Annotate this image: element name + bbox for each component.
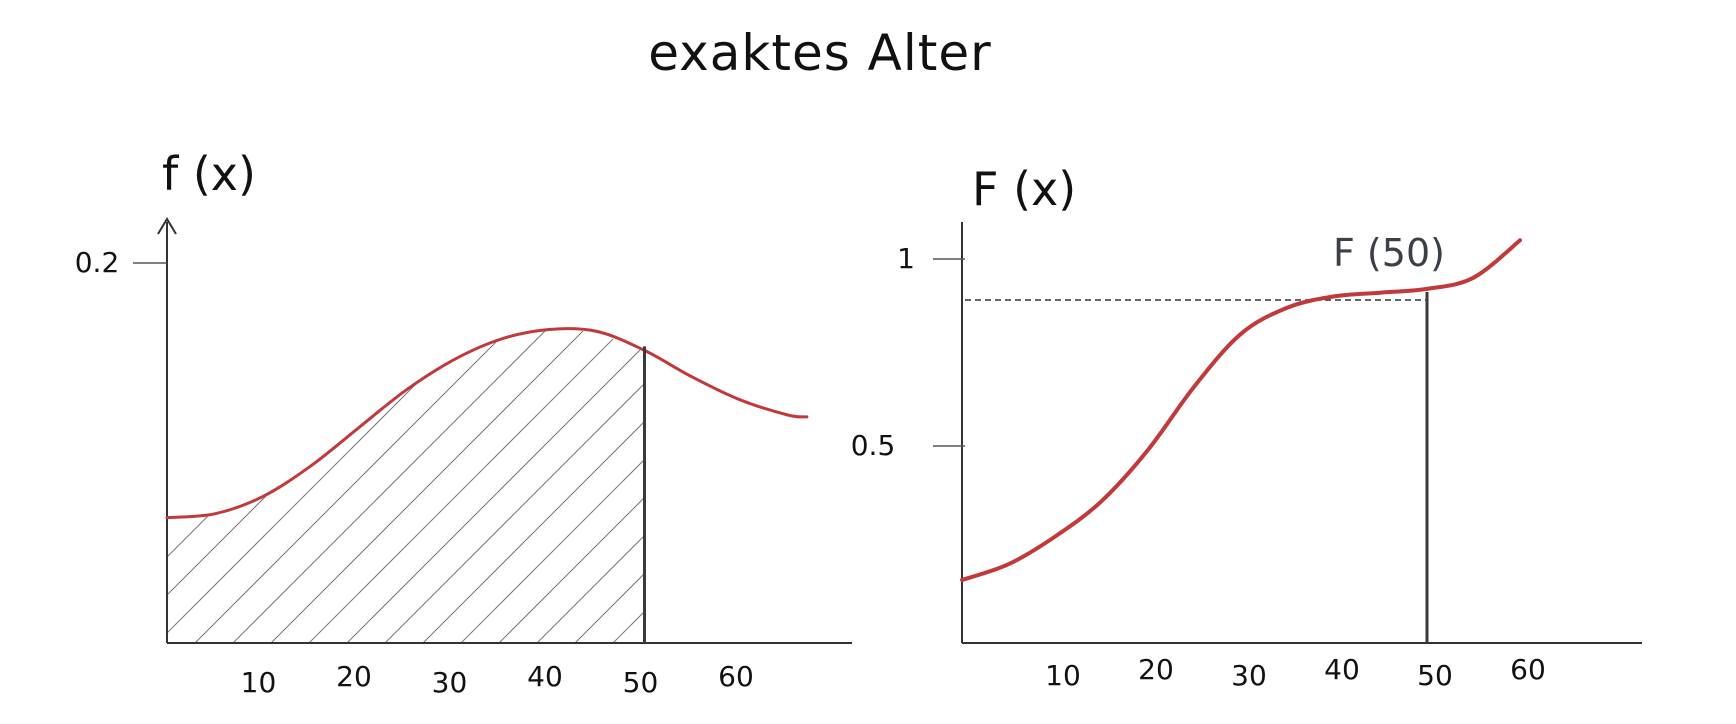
x-tick-label: 40 xyxy=(527,660,563,693)
density-label: f (x) xyxy=(162,147,256,201)
hatch-line xyxy=(574,573,645,644)
shaded-area xyxy=(166,330,645,644)
hatch-line xyxy=(612,611,645,644)
hatch-line xyxy=(346,349,641,644)
hatch-line xyxy=(422,421,645,644)
x-tick-label: 30 xyxy=(1231,659,1267,692)
hatch-line xyxy=(308,338,614,644)
x-tick-label: 20 xyxy=(336,660,372,693)
hatch-line xyxy=(166,514,210,558)
x-tick-label: 50 xyxy=(1417,659,1453,692)
x-tick-label: 20 xyxy=(1138,653,1174,686)
density-curve xyxy=(165,327,809,520)
cdf-curve xyxy=(960,238,1522,582)
figure-title: exaktes Alter xyxy=(648,24,991,82)
x-tick-label: 50 xyxy=(623,666,659,699)
y-axis-arrow-left xyxy=(157,217,177,235)
x-tick-label: 10 xyxy=(1045,659,1081,692)
x-tick-label: 40 xyxy=(1324,653,1360,686)
cdf-label: F (x) xyxy=(972,162,1076,216)
cdf-annotation: F (50) xyxy=(1333,231,1445,275)
hatch-line xyxy=(384,383,645,644)
hatch-line xyxy=(232,330,546,644)
hatch-line xyxy=(166,491,271,596)
hatch-line xyxy=(536,535,645,644)
x-tick-label: 60 xyxy=(718,660,754,693)
y-tick-label: 0.2 xyxy=(75,246,120,279)
hatch-line xyxy=(270,330,584,644)
y-tick-label: 0.5 xyxy=(851,429,896,462)
y-tick-label: 1 xyxy=(897,242,915,275)
density-chart: f (x) 10 20 30 40 50 60 0.2 xyxy=(75,147,852,699)
x-tick-label: 10 xyxy=(241,666,277,699)
x-tick-label: 30 xyxy=(432,666,468,699)
hatch-line xyxy=(498,497,645,644)
x-tick-label: 60 xyxy=(1510,653,1546,686)
hatch-line xyxy=(166,383,417,634)
cdf-chart: F (x) 10 20 30 40 50 60 1 0.5 F (50) xyxy=(851,162,1642,692)
hatch-line xyxy=(460,459,645,644)
hatch-line xyxy=(194,340,498,644)
